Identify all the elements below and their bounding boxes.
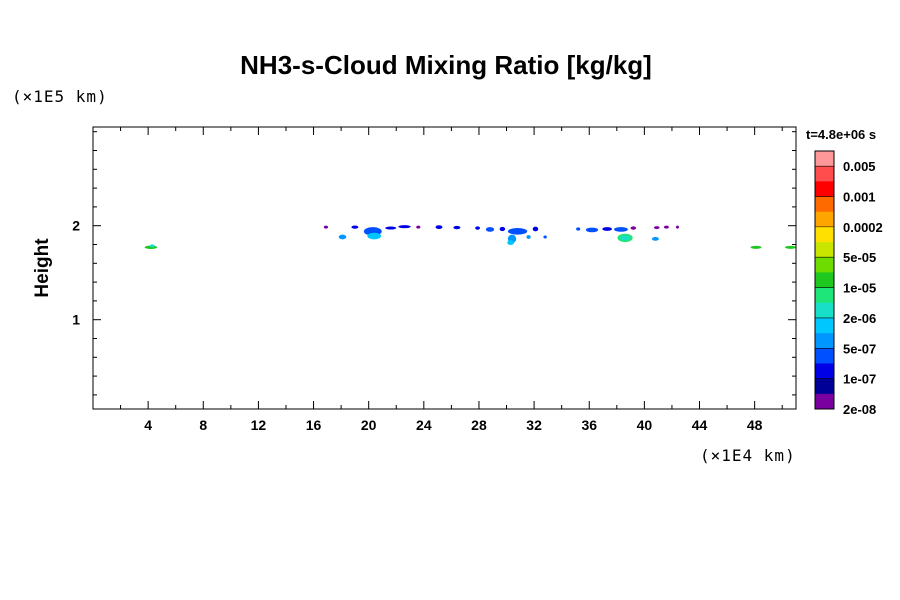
colorbar-label: 0.0002 [843, 220, 883, 235]
y-tick-label: 1 [72, 312, 80, 328]
x-tick-label: 32 [526, 417, 542, 433]
colorbar-segment [815, 211, 834, 228]
colorbar-segment [815, 166, 834, 182]
chart-title: NH3-s-Cloud Mixing Ratio [kg/kg] [240, 50, 652, 80]
colorbar-label: 5e-07 [843, 341, 876, 356]
x-tick-label: 12 [251, 417, 267, 433]
colorbar-label: 5e-05 [843, 250, 876, 265]
x-tick-label: 20 [361, 417, 377, 433]
x-tick-label: 24 [416, 417, 432, 433]
cloud-patch [338, 234, 347, 240]
cloud-patch [614, 227, 628, 232]
time-label: t=4.8e+06 s [806, 127, 876, 142]
cloud-patch [664, 225, 669, 229]
x-axis-unit: (×1E4 km) [700, 446, 796, 465]
cloud-patch [750, 245, 762, 249]
colorbar-segment [815, 226, 834, 243]
cloud-patch [367, 232, 382, 240]
y-axis-label: Height [32, 238, 53, 298]
y-axis-unit: (×1E5 km) [12, 87, 108, 106]
colorbar-label: 0.005 [843, 159, 876, 174]
colorbar-segment [815, 151, 834, 167]
cloud-patch [620, 235, 630, 241]
colorbar-segment [815, 287, 834, 304]
cloud-patch [351, 225, 359, 229]
colorbar-segment [815, 348, 834, 364]
colorbar-label: 1e-05 [843, 281, 876, 296]
colorbar-segment [815, 333, 834, 349]
x-tick-label: 44 [692, 417, 708, 433]
colorbar-segment [815, 242, 834, 258]
x-tick-label: 48 [747, 417, 763, 433]
cloud-patch [416, 225, 421, 229]
colorbar-segment [815, 181, 834, 197]
colorbar-label: 1e-07 [843, 372, 876, 387]
colorbar-segment [815, 302, 834, 319]
cloud-patch [543, 235, 547, 239]
cloud-patch [784, 245, 796, 249]
cloud-patch [651, 236, 659, 241]
cloud-patch [499, 226, 506, 232]
colorbar-segment [815, 196, 834, 213]
x-tick-label: 28 [471, 417, 487, 433]
plot-frame [92, 126, 797, 410]
x-tick-label: 40 [637, 417, 653, 433]
cloud-patch [654, 226, 660, 230]
colorbar-label: 2e-08 [843, 402, 876, 417]
cloud-patch [149, 244, 155, 248]
cloud-patch [323, 225, 329, 229]
cloud-patch [385, 226, 397, 230]
cloud-patch [398, 225, 411, 229]
colorbar-segment [815, 257, 834, 273]
cloud-patch [453, 225, 461, 230]
x-tick-label: 8 [199, 417, 207, 433]
cloud-patch [630, 226, 637, 230]
colorbar-label: 0.001 [843, 190, 876, 205]
colorbar-segment [815, 363, 834, 380]
cloud-patch [576, 227, 581, 231]
colorbar: 0.005 0.001 0.0002 5e-05 1e-05 2e-06 5e-07 1e-0… [814, 150, 883, 417]
cloud-patch [435, 225, 443, 229]
x-tick-label: 4 [144, 417, 152, 433]
cloud-patch [532, 226, 539, 232]
y-tick-label: 2 [72, 218, 80, 234]
x-tick-label: 16 [306, 417, 322, 433]
colorbar-segment [815, 317, 834, 334]
colorbar-segment [815, 272, 834, 288]
cloud-patch [585, 227, 599, 233]
cloud-patch [507, 240, 515, 245]
colorbar-segment [815, 378, 834, 395]
colorbar-segment [815, 393, 834, 410]
cloud-patch [475, 226, 480, 230]
x-tick-label: 36 [581, 417, 597, 433]
cloud-patch [526, 235, 531, 239]
cloud-patch [485, 227, 495, 232]
cloud-patch [507, 228, 528, 235]
cloud-patch [602, 227, 612, 231]
cloud-patch [675, 225, 679, 229]
colorbar-label: 2e-06 [843, 311, 876, 326]
